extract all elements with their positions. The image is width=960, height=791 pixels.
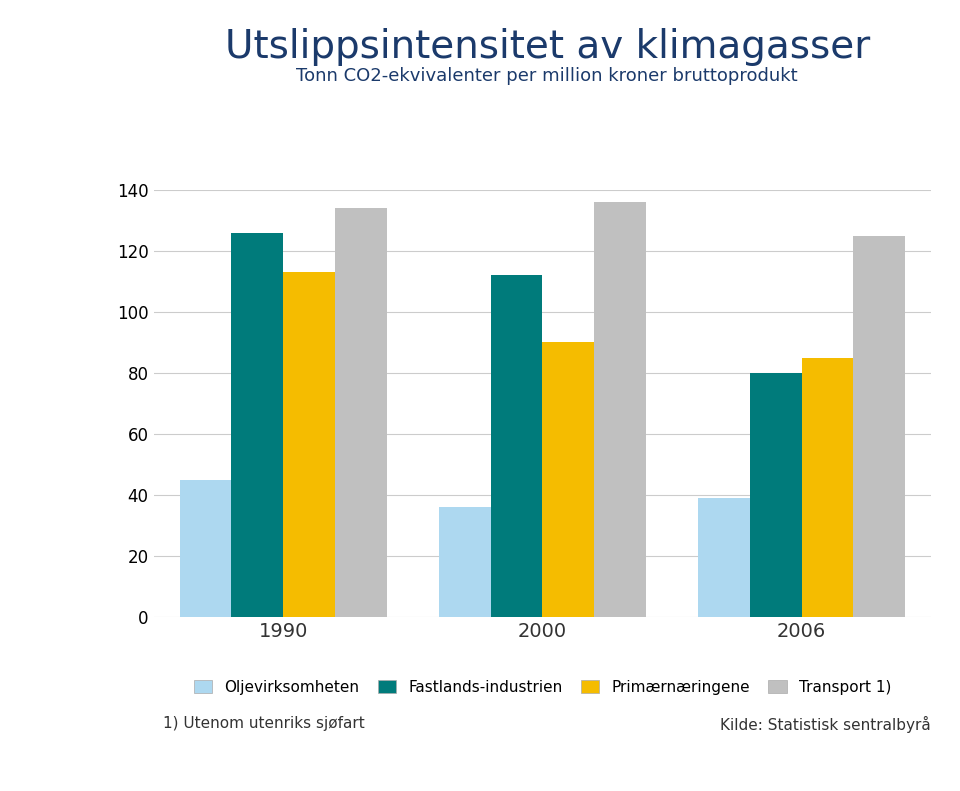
Text: Kilde: Statistisk sentralbyrå: Kilde: Statistisk sentralbyrå — [720, 716, 931, 733]
Bar — [853, 236, 905, 617]
Circle shape — [13, 451, 78, 791]
Bar — [750, 373, 802, 617]
Bar — [180, 479, 231, 617]
Bar — [231, 233, 283, 617]
Bar — [802, 358, 853, 617]
Bar — [542, 343, 594, 617]
Bar — [439, 507, 491, 617]
Bar — [283, 272, 335, 617]
Text: 1) Utenom utenriks sjøfart: 1) Utenom utenriks sjøfart — [163, 716, 365, 731]
Bar — [335, 208, 387, 617]
Bar — [594, 202, 646, 617]
Legend: Oljevirksomheten, Fastlands-industrien, Primærnæringene, Transport 1): Oljevirksomheten, Fastlands-industrien, … — [194, 679, 891, 694]
Bar — [698, 498, 750, 617]
Text: Tonn CO2-ekvivalenter per million kroner bruttoprodukt: Tonn CO2-ekvivalenter per million kroner… — [297, 67, 798, 85]
Bar — [491, 275, 542, 617]
Text: Utslippsintensitet av klimagasser: Utslippsintensitet av klimagasser — [225, 28, 870, 66]
